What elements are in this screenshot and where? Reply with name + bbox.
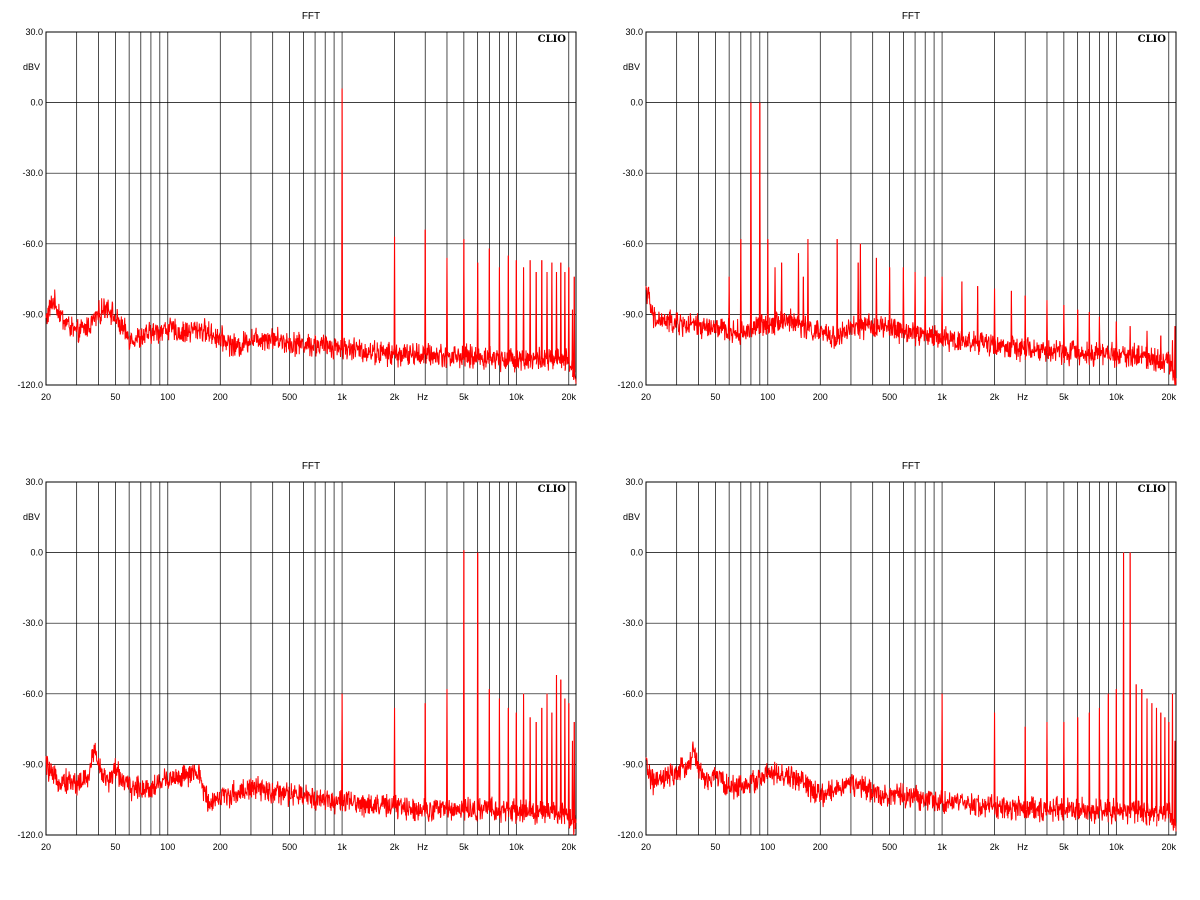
fft-plot-4: 30.0 0.0 -30.0 -60.0 -90.0 -120.0 20 50 100 200 50… [617, 461, 1177, 852]
chart-title: FFT [302, 11, 320, 22]
x-tick-label: 5k [1059, 392, 1069, 402]
x-tick-label: 1k [937, 842, 947, 852]
plot-area [645, 481, 1177, 836]
plot-area [645, 31, 1177, 386]
chart-title: FFT [902, 461, 920, 472]
x-tick-label: 20k [562, 392, 577, 402]
brand-logo: CLIO [1138, 34, 1167, 45]
brand-logo: CLIO [1138, 484, 1167, 495]
x-tick-label: 1k [337, 392, 347, 402]
y-tick-label: -90.0 [22, 309, 43, 319]
fft-chart-2: 30.0 0.0 -30.0 -60.0 -90.0 -120.0 20 50 100 200 50… [600, 0, 1200, 450]
x-tick-label: 500 [282, 392, 297, 402]
x-tick-label: 500 [882, 392, 897, 402]
brand-logo: CLIO [538, 34, 567, 45]
y-tick-label: -30.0 [22, 618, 43, 628]
y-tick-label: 30.0 [625, 27, 643, 37]
x-tick-label: 50 [710, 842, 720, 852]
y-tick-label: -60.0 [22, 239, 43, 249]
y-tick-label: -120.0 [17, 380, 43, 390]
y-tick-label: 30.0 [625, 477, 643, 487]
y-tick-label: 0.0 [630, 548, 643, 558]
y-tick-label: -90.0 [622, 759, 643, 769]
y-axis-label: dBV [23, 62, 40, 72]
y-tick-label: -120.0 [617, 380, 643, 390]
y-axis-label: dBV [23, 512, 40, 522]
x-tick-label: 200 [813, 842, 828, 852]
x-tick-label: Hz [417, 392, 428, 402]
fft-chart-4: 30.0 0.0 -30.0 -60.0 -90.0 -120.0 20 50 100 200 50… [600, 450, 1200, 900]
x-tick-label: 10k [1109, 392, 1124, 402]
x-tick-label: 1k [937, 392, 947, 402]
y-axis-label: dBV [623, 512, 640, 522]
x-tick-label: Hz [1017, 842, 1028, 852]
x-tick-label: 20 [41, 842, 51, 852]
y-tick-label: -120.0 [617, 830, 643, 840]
fft-chart-3: 30.0 0.0 -30.0 -60.0 -90.0 -120.0 20 50 100 200 50… [0, 450, 600, 900]
x-tick-label: 20k [562, 842, 577, 852]
x-tick-label: 20 [641, 842, 651, 852]
x-tick-label: Hz [417, 842, 428, 852]
y-tick-label: -90.0 [22, 759, 43, 769]
y-tick-label: -120.0 [17, 830, 43, 840]
x-tick-label: 200 [213, 842, 228, 852]
fft-trace [45, 550, 577, 836]
x-tick-label: 5k [1059, 842, 1069, 852]
x-tick-label: 50 [710, 392, 720, 402]
x-tick-label: 2k [990, 842, 1000, 852]
x-tick-label: 5k [459, 392, 469, 402]
chart-title: FFT [902, 11, 920, 22]
y-tick-label: 0.0 [30, 548, 43, 558]
x-tick-label: 500 [882, 842, 897, 852]
plot-area [45, 31, 577, 386]
y-tick-label: -60.0 [622, 239, 643, 249]
x-tick-label: 50 [110, 392, 120, 402]
y-tick-label: -30.0 [22, 168, 43, 178]
y-tick-label: 0.0 [630, 98, 643, 108]
x-tick-label: 1k [337, 842, 347, 852]
y-tick-label: -90.0 [622, 309, 643, 319]
fft-trace [45, 88, 577, 384]
x-tick-label: 10k [509, 842, 524, 852]
x-tick-label: 20k [1162, 392, 1177, 402]
fft-plot-2: 30.0 0.0 -30.0 -60.0 -90.0 -120.0 20 50 100 200 50… [617, 11, 1177, 402]
x-tick-label: 100 [160, 392, 175, 402]
x-tick-label: 20k [1162, 842, 1177, 852]
x-tick-label: 2k [990, 392, 1000, 402]
x-tick-label: 5k [459, 842, 469, 852]
y-tick-label: -60.0 [22, 689, 43, 699]
y-tick-label: 30.0 [25, 477, 43, 487]
y-axis-label: dBV [623, 62, 640, 72]
fft-plot-1: 30.0 0.0 -30.0 -60.0 -90.0 -120.0 20 50 100 200 50… [17, 11, 577, 402]
x-tick-label: 20 [41, 392, 51, 402]
fft-chart-1: 30.0 0.0 -30.0 -60.0 -90.0 -120.0 20 50 100 200 50… [0, 0, 600, 450]
x-tick-label: 10k [509, 392, 524, 402]
x-tick-label: 10k [1109, 842, 1124, 852]
x-tick-label: 200 [213, 392, 228, 402]
x-tick-label: 20 [641, 392, 651, 402]
y-tick-label: -60.0 [622, 689, 643, 699]
x-tick-label: 500 [282, 842, 297, 852]
fft-plot-3: 30.0 0.0 -30.0 -60.0 -90.0 -120.0 20 50 100 200 50… [17, 461, 577, 852]
x-tick-label: 100 [160, 842, 175, 852]
y-tick-label: -30.0 [622, 168, 643, 178]
y-tick-label: 30.0 [25, 27, 43, 37]
x-tick-label: Hz [1017, 392, 1028, 402]
x-tick-label: 100 [760, 392, 775, 402]
brand-logo: CLIO [538, 484, 567, 495]
x-tick-label: 50 [110, 842, 120, 852]
x-tick-label: 2k [390, 842, 400, 852]
x-tick-label: 2k [390, 392, 400, 402]
y-tick-label: -30.0 [622, 618, 643, 628]
y-tick-label: 0.0 [30, 98, 43, 108]
x-tick-label: 200 [813, 392, 828, 402]
chart-title: FFT [302, 461, 320, 472]
x-tick-label: 100 [760, 842, 775, 852]
